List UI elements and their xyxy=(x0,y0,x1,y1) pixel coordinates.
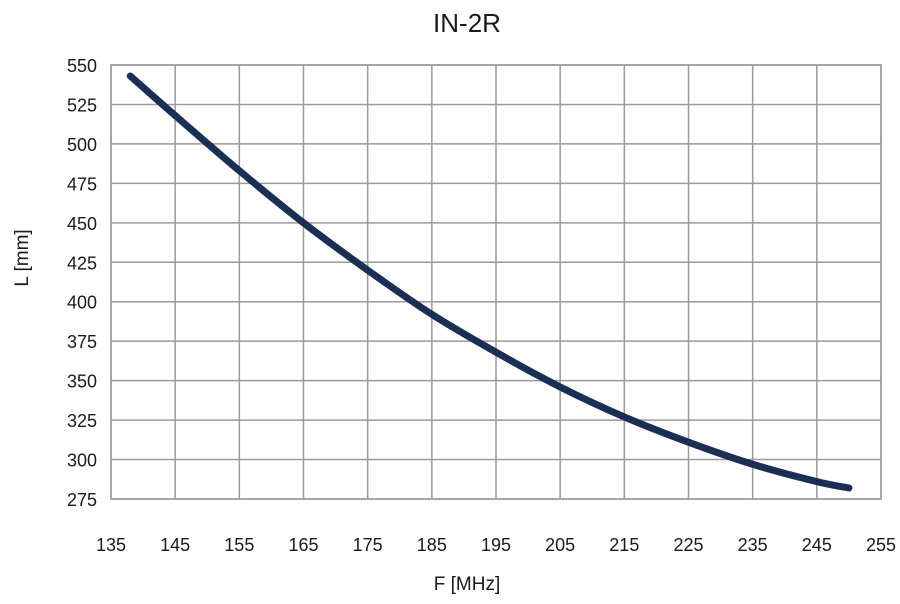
x-tick-label: 145 xyxy=(160,535,190,555)
y-tick-label: 550 xyxy=(67,56,97,76)
y-tick-labels: 275 300 325 350 375 400 425 450 475 500 525 550 xyxy=(67,56,97,510)
y-axis-label: L [mm] xyxy=(12,229,33,286)
y-tick-label: 375 xyxy=(67,332,97,352)
x-tick-label: 175 xyxy=(353,535,383,555)
x-tick-label: 165 xyxy=(288,535,318,555)
y-tick-label: 425 xyxy=(67,253,97,273)
y-tick-label: 475 xyxy=(67,174,97,194)
series-layer xyxy=(126,72,853,492)
x-tick-label: 185 xyxy=(417,535,447,555)
x-tick-label: 135 xyxy=(96,535,126,555)
y-tick-label: 325 xyxy=(67,411,97,431)
x-tick-label: 225 xyxy=(673,535,703,555)
x-tick-label: 205 xyxy=(545,535,575,555)
series-line xyxy=(126,72,853,492)
y-tick-label: 275 xyxy=(67,490,97,510)
y-tick-label: 450 xyxy=(67,214,97,234)
y-tick-label: 300 xyxy=(67,451,97,471)
x-tick-label: 195 xyxy=(481,535,511,555)
x-tick-labels: 135 145 155 165 175 185 195 205 215 225 235 245 255 xyxy=(96,535,896,555)
y-tick-label: 400 xyxy=(67,293,97,313)
y-tick-label: 525 xyxy=(67,95,97,115)
y-tick-label: 500 xyxy=(67,135,97,155)
x-tick-label: 215 xyxy=(609,535,639,555)
plot-frame xyxy=(110,64,882,500)
x-tick-label: 155 xyxy=(224,535,254,555)
grid xyxy=(110,64,882,500)
chart-title: IN-2R xyxy=(433,8,501,38)
y-tick-label: 350 xyxy=(67,372,97,392)
x-tick-label: 245 xyxy=(802,535,832,555)
x-axis-label: F [MHz] xyxy=(434,574,501,595)
x-tick-label: 235 xyxy=(738,535,768,555)
x-tick-label: 255 xyxy=(866,535,896,555)
